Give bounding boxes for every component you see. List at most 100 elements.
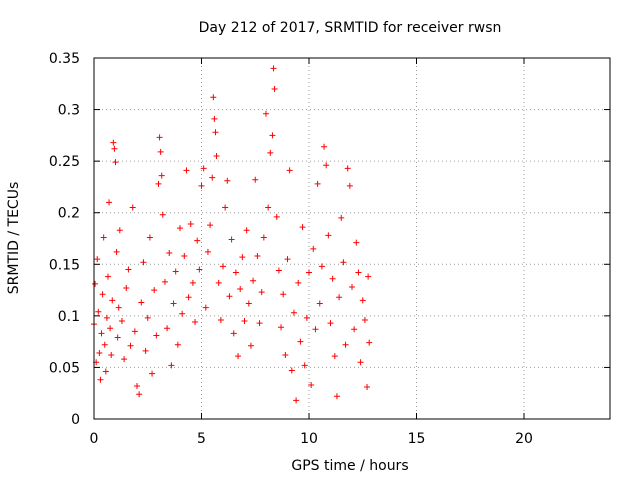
data-point — [282, 352, 289, 359]
data-point — [174, 341, 181, 348]
data-point — [299, 224, 306, 231]
x-tick-label: 15 — [408, 431, 426, 447]
data-point — [207, 222, 214, 229]
data-point — [97, 376, 104, 383]
data-point — [263, 110, 269, 117]
x-tick-label: 10 — [300, 431, 318, 447]
data-point — [123, 285, 130, 292]
data-point — [314, 180, 321, 187]
data-point — [92, 280, 99, 287]
chart-title: Day 212 of 2017, SRMTID for receiver rws… — [199, 20, 502, 36]
data-point — [361, 316, 368, 323]
data-point — [192, 319, 199, 326]
y-tick-label: 0.25 — [49, 154, 80, 170]
data-point — [121, 356, 128, 363]
data-point — [235, 353, 242, 360]
data-point — [204, 248, 211, 255]
data-point — [99, 291, 106, 298]
data-point — [232, 269, 239, 276]
data-point — [288, 367, 295, 374]
data-point — [243, 227, 250, 234]
data-point — [202, 304, 209, 311]
data-point — [359, 297, 366, 304]
data-point — [111, 145, 118, 152]
data-point — [254, 253, 261, 260]
data-point — [284, 256, 291, 263]
data-point — [110, 139, 117, 146]
data-point — [346, 182, 353, 189]
data-point — [270, 65, 277, 72]
data-point — [333, 393, 340, 400]
data-point — [100, 234, 107, 241]
data-point — [112, 159, 119, 166]
data-point — [209, 174, 216, 181]
data-point — [98, 330, 105, 337]
data-point — [269, 132, 276, 139]
data-point — [293, 397, 300, 404]
data-point — [115, 304, 122, 311]
data-point — [329, 275, 336, 282]
data-point — [275, 267, 282, 274]
data-point — [340, 259, 347, 266]
data-point — [172, 268, 179, 275]
y-tick-label: 0.2 — [58, 206, 80, 222]
data-point — [158, 172, 165, 179]
data-point — [140, 259, 147, 266]
data-point — [170, 300, 177, 307]
data-point — [222, 204, 229, 211]
data-point — [153, 332, 160, 339]
data-point — [113, 248, 120, 255]
data-point — [308, 381, 315, 388]
data-point — [116, 227, 123, 234]
x-tick-label: 0 — [90, 431, 99, 447]
data-point — [338, 214, 345, 221]
data-point — [239, 254, 246, 261]
data-point — [280, 291, 287, 298]
data-point — [256, 320, 263, 327]
data-point — [146, 234, 153, 241]
data-point — [194, 237, 201, 244]
data-point — [217, 316, 224, 323]
data-point — [159, 211, 166, 218]
data-point — [108, 352, 115, 359]
data-point — [125, 266, 132, 273]
plot-frame — [93, 57, 611, 420]
data-point — [271, 85, 278, 92]
data-point — [157, 148, 164, 155]
data-point — [250, 277, 257, 284]
data-point — [136, 391, 143, 398]
data-point — [301, 362, 308, 369]
data-point — [107, 325, 114, 332]
data-point — [104, 273, 111, 280]
data-point — [156, 134, 163, 141]
x-tick-label: 20 — [515, 431, 533, 447]
y-tick-label: 0.35 — [49, 51, 80, 67]
data-point — [94, 256, 101, 263]
data-point — [306, 269, 312, 276]
data-point — [210, 94, 217, 101]
data-point — [213, 152, 220, 159]
data-point — [224, 177, 231, 184]
data-point — [183, 167, 190, 174]
data-point — [290, 309, 297, 316]
points-layer — [91, 65, 373, 404]
x-tick-label: 5 — [197, 431, 206, 447]
data-point — [316, 300, 323, 307]
data-point — [144, 314, 151, 321]
y-tick-label: 0.1 — [58, 309, 80, 325]
data-point — [129, 204, 136, 211]
data-point — [357, 359, 364, 366]
data-point — [187, 221, 194, 228]
data-point — [179, 310, 186, 317]
data-point — [134, 382, 140, 389]
data-point — [185, 294, 192, 301]
data-point — [344, 165, 351, 172]
data-point — [131, 328, 138, 335]
data-point — [349, 283, 355, 290]
data-point — [303, 314, 310, 321]
y-axis-label: SRMTID / TECUs — [6, 182, 22, 295]
data-point — [245, 300, 252, 307]
data-point — [149, 370, 156, 377]
data-point — [142, 347, 149, 354]
